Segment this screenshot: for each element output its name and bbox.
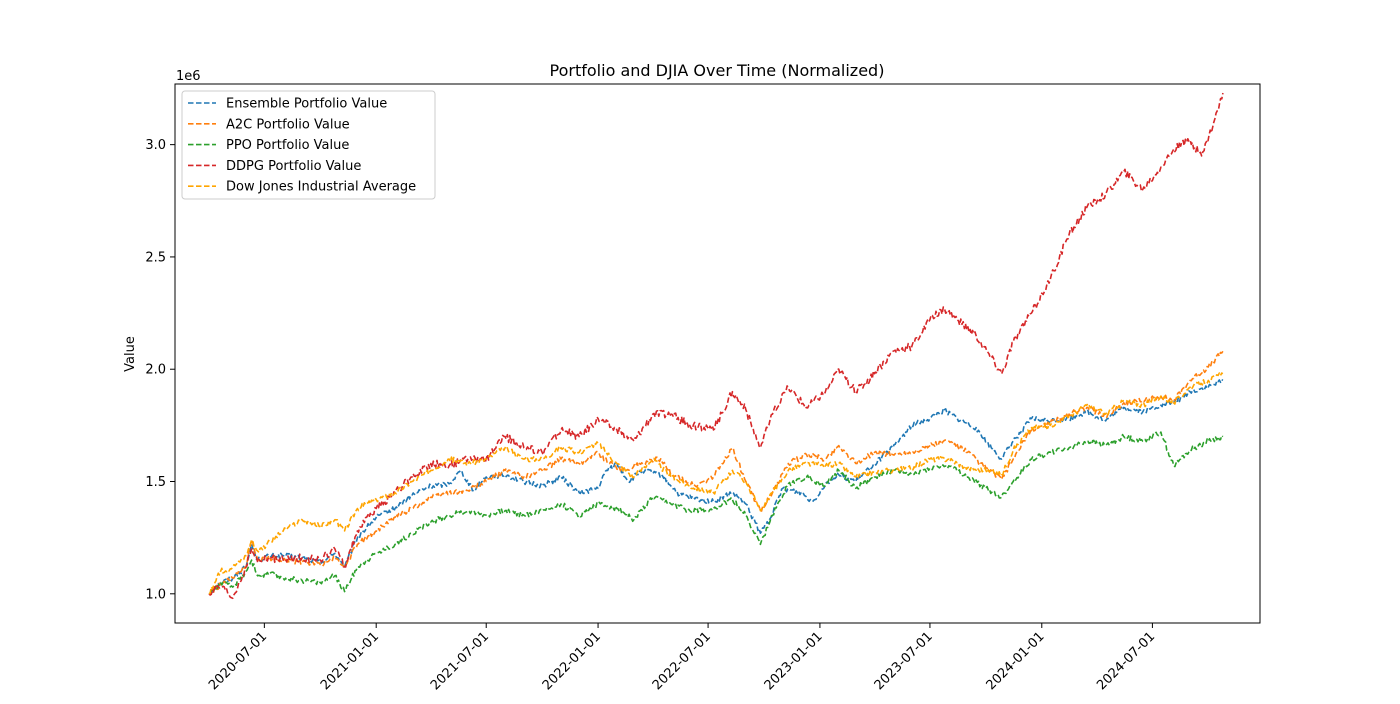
chart-title: Portfolio and DJIA Over Time (Normalized… — [550, 61, 885, 80]
series-line-dow-jones-industrial-average — [208, 372, 1224, 595]
series-line-ensemble-portfolio-value — [208, 378, 1224, 595]
y-tick-label: 3.0 — [145, 138, 166, 153]
x-tick-label: 2023-07-01 — [872, 629, 936, 693]
series-group — [208, 92, 1224, 600]
x-tick-label: 2024-07-01 — [1094, 629, 1158, 693]
y-axis-label: Value — [123, 336, 138, 372]
legend-label: Ensemble Portfolio Value — [226, 97, 387, 112]
x-axis-ticks: 2020-07-01 2021-01-01 2021-07-01 2022-01-01… — [206, 623, 1158, 693]
y-axis-offset-label: 1e6 — [176, 69, 201, 84]
y-tick-label: 1.0 — [145, 587, 166, 602]
x-tick-label: 2020-07-01 — [206, 629, 270, 693]
y-axis-ticks: 1.0 1.5 2.0 2.5 3.0 — [145, 138, 175, 602]
legend-label: A2C Portfolio Value — [226, 117, 350, 132]
x-tick-label: 2024-01-01 — [984, 629, 1048, 693]
legend-label: PPO Portfolio Value — [226, 138, 349, 153]
x-tick-label: 2022-01-01 — [540, 629, 604, 693]
x-tick-label: 2023-01-01 — [762, 629, 826, 693]
y-tick-label: 1.5 — [145, 475, 166, 490]
legend-label: Dow Jones Industrial Average — [226, 180, 416, 195]
legend-box — [181, 90, 436, 200]
y-tick-label: 2.5 — [145, 250, 166, 265]
series-line-ddpg-portfolio-value — [208, 92, 1224, 600]
x-tick-label: 2022-07-01 — [650, 629, 714, 693]
x-tick-label: 2021-01-01 — [318, 629, 382, 693]
y-tick-label: 2.0 — [145, 363, 166, 378]
series-line-ppo-portfolio-value — [208, 431, 1224, 595]
legend: Ensemble Portfolio Value A2C Portfolio Va… — [181, 90, 436, 200]
axes-frame — [174, 83, 1261, 624]
x-tick-label: 2021-07-01 — [428, 629, 492, 693]
legend-label: DDPG Portfolio Value — [226, 159, 361, 174]
series-line-a2c-portfolio-value — [208, 350, 1224, 595]
